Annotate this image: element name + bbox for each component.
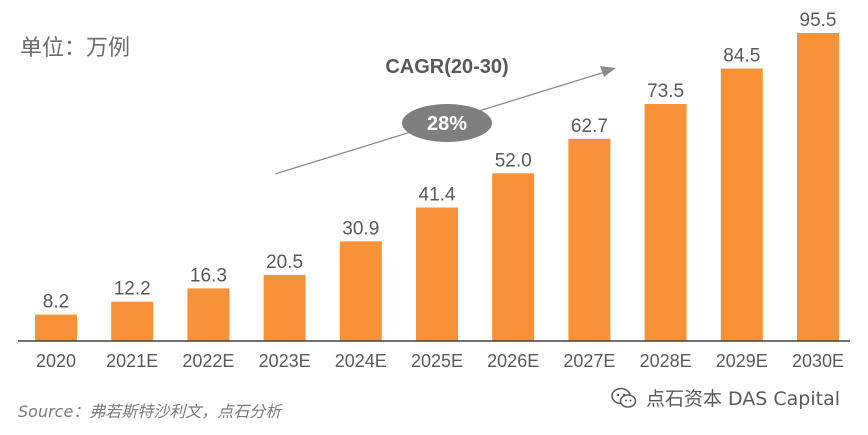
value-label-2022E: 16.3 [190,265,227,286]
bar-2022E [187,288,230,341]
bar-2030E [797,33,839,341]
tick-label-2024E: 2024E [335,351,387,371]
value-label-2025E: 41.4 [419,185,456,206]
bars-group [35,33,839,341]
watermark: 点石资本 DAS Capital [610,384,840,411]
bar-2025E [416,207,458,341]
tick-label-2030E: 2030E [792,351,844,371]
watermark-text: 点石资本 DAS Capital [645,388,840,410]
bar-2028E [644,104,687,341]
tick-label-2026E: 2026E [487,351,539,371]
bar-2026E [492,173,535,341]
tick-labels-group: 2020 2021E 2022E 2023E 2024E 2025E 2026E 2027E 2… [36,351,844,371]
tick-label-2022E: 2022E [182,351,234,371]
value-label-2028E: 73.5 [647,81,684,102]
bar-2027E [568,138,611,341]
cagr-arrowhead-icon [600,66,616,77]
tick-label-2025E: 2025E [411,351,463,371]
value-label-2027E: 62.7 [571,116,608,137]
cagr-ellipse [402,104,492,142]
tick-label-2028E: 2028E [640,351,692,371]
value-label-2030E: 95.5 [800,10,837,31]
wechat-icon [611,387,637,408]
bar-2021E [111,301,154,341]
bar-2029E [720,68,763,341]
cagr-value: 28% [427,113,467,135]
cagr-label: CAGR(20-30) [385,56,508,78]
value-label-2020: 8.2 [43,292,69,313]
value-labels-group: 8.2 12.2 16.3 20.5 30.9 41.4 52.0 62.7 73.5 84.5 9… [43,10,837,313]
tick-label-2023E: 2023E [259,351,311,371]
bar-2023E [263,274,306,341]
tick-label-2020: 2020 [36,351,76,371]
tick-label-2027E: 2027E [563,351,615,371]
bar-2024E [339,241,382,341]
unit-label: 单位：万例 [20,36,131,61]
value-label-2021E: 12.2 [114,279,151,300]
value-label-2024E: 30.9 [342,218,379,239]
tick-label-2029E: 2029E [716,351,768,371]
source-note: Source：弗若斯特沙利文，点石分析 [18,402,282,421]
bar-2020 [35,314,77,341]
value-label-2029E: 84.5 [723,46,760,67]
value-label-2026E: 52.0 [495,150,532,171]
value-label-2023E: 20.5 [266,252,303,273]
tick-label-2021E: 2021E [106,351,158,371]
